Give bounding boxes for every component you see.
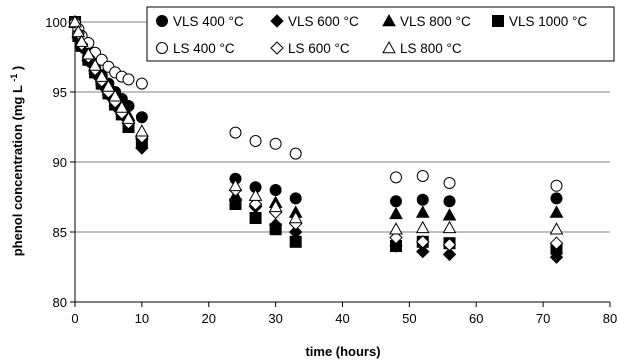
- data-point: [549, 205, 564, 218]
- x-tick-label: 60: [469, 311, 483, 326]
- data-point: [289, 147, 302, 160]
- legend-marker: [156, 42, 168, 54]
- legend-marker: [382, 40, 396, 54]
- data-point: [415, 205, 430, 218]
- legend-label: VLS 1000 °C: [509, 14, 587, 29]
- data-point: [228, 178, 243, 192]
- legend: VLS 400 °C VLS 600 °C VLS 800 °C VLS 1000 °…: [146, 6, 615, 62]
- data-point: [88, 58, 102, 71]
- data-point: [442, 220, 457, 234]
- data-point: [416, 235, 430, 249]
- y-tick-labels: 80 85 90 95 100: [45, 15, 67, 310]
- data-point: [229, 126, 242, 139]
- series-6: [68, 14, 564, 235]
- data-point: [289, 192, 302, 205]
- legend-label: VLS 400 °C: [173, 14, 244, 29]
- data-point: [416, 170, 429, 182]
- y-axis-title: phenol concentration (mg L -1 ): [5, 66, 25, 257]
- data-point: [389, 206, 403, 220]
- data-point: [135, 77, 148, 90]
- data-point: [289, 235, 302, 248]
- data-point: [550, 192, 563, 205]
- x-tick-label: 30: [268, 311, 282, 326]
- y-tick-label: 85: [53, 225, 67, 240]
- legend-label: LS 400 °C: [173, 41, 235, 56]
- data-point: [268, 199, 283, 213]
- legend-marker: [382, 13, 396, 27]
- axes: [70, 21, 611, 307]
- data-point: [135, 124, 149, 137]
- data-point: [288, 210, 303, 224]
- x-tick-labels: 0 10 20 30 40 50 60 70 80: [71, 311, 617, 326]
- data-point: [71, 24, 86, 38]
- y-axis-title-main: phenol concentration (mg L: [10, 85, 25, 256]
- legend-label: LS 800 °C: [400, 41, 462, 56]
- data-point: [94, 69, 109, 82]
- legend-marker: [492, 15, 504, 27]
- legend-marker: [156, 15, 168, 27]
- x-tick-label: 40: [335, 311, 349, 326]
- data-point: [443, 177, 456, 189]
- y-tick-label: 95: [53, 85, 67, 100]
- data-point: [81, 47, 96, 60]
- legend-marker: [270, 14, 284, 28]
- data-point: [249, 212, 262, 224]
- data-point: [549, 236, 564, 250]
- y-tick-label: 80: [53, 295, 67, 310]
- data-point: [390, 171, 402, 184]
- legend-label: VLS 600 °C: [288, 14, 359, 29]
- x-tick-label: 80: [603, 311, 617, 326]
- data-point: [248, 197, 263, 211]
- data-point: [389, 222, 403, 235]
- legend-box: [146, 6, 615, 62]
- data-point: [549, 222, 564, 235]
- x-tick-label: 50: [402, 311, 416, 326]
- data-point: [415, 220, 430, 234]
- data-point: [74, 34, 89, 47]
- data-point: [68, 14, 82, 28]
- data-points: [68, 14, 564, 264]
- x-tick-label: 70: [536, 311, 550, 326]
- data-point: [442, 208, 457, 221]
- data-point: [122, 73, 135, 86]
- data-point: [248, 188, 263, 201]
- data-point: [249, 135, 262, 147]
- data-point: [121, 111, 136, 124]
- data-point: [135, 111, 148, 124]
- x-tick-label: 20: [202, 311, 216, 326]
- data-point: [442, 237, 457, 252]
- data-point: [416, 244, 430, 259]
- y-tick-label: 90: [53, 155, 67, 170]
- legend-label: VLS 800 °C: [400, 14, 471, 29]
- x-tick-label: 0: [71, 311, 78, 326]
- data-point: [549, 250, 564, 264]
- data-point: [416, 193, 429, 206]
- data-point: [269, 223, 282, 236]
- data-point: [389, 230, 403, 245]
- data-point: [101, 79, 116, 92]
- y-axis-title-close: ): [10, 66, 25, 70]
- data-point: [442, 247, 457, 262]
- legend-label: LS 600 °C: [288, 41, 350, 56]
- y-axis-title-sup: -1: [9, 74, 19, 82]
- data-point: [390, 195, 402, 208]
- y-tick-label: 100: [45, 15, 67, 30]
- legend-marker: [270, 41, 284, 55]
- data-point: [269, 184, 282, 196]
- data-point: [443, 195, 456, 208]
- x-axis-title: time (hours): [305, 344, 380, 359]
- data-point: [229, 198, 242, 210]
- data-point: [108, 89, 122, 102]
- data-point: [114, 100, 129, 113]
- data-point: [269, 137, 282, 150]
- data-point: [550, 179, 563, 192]
- x-tick-label: 10: [135, 311, 149, 326]
